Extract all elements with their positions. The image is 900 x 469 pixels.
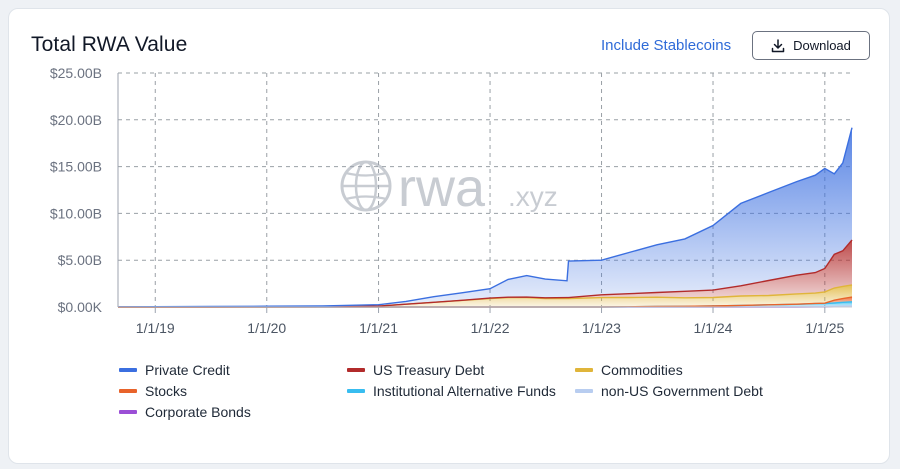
legend-swatch <box>575 368 593 372</box>
x-tick-label: 1/1/23 <box>582 320 621 336</box>
legend-label: Institutional Alternative Funds <box>373 383 556 399</box>
globe-icon <box>340 160 392 212</box>
legend-item-institutional-alternative-funds[interactable]: Institutional Alternative Funds <box>347 383 556 399</box>
x-tick-label: 1/1/21 <box>359 320 398 336</box>
chart-title: Total RWA Value <box>31 33 188 56</box>
rwa-xyz-watermark: rwa .xyz <box>340 158 558 218</box>
line-us-treasury-debt <box>118 239 853 308</box>
x-tick-label: 1/1/22 <box>471 320 510 336</box>
download-button[interactable]: Download <box>752 31 870 60</box>
legend-label: Commodities <box>601 362 683 378</box>
legend-item-non-us-government-debt[interactable]: non-US Government Debt <box>575 383 763 399</box>
download-label: Download <box>793 38 851 53</box>
x-tick-label: 1/1/20 <box>247 320 286 336</box>
legend-label: non-US Government Debt <box>601 383 763 399</box>
legend-swatch <box>347 368 365 372</box>
area-private-credit <box>118 127 852 307</box>
legend-item-commodities[interactable]: Commodities <box>575 362 683 378</box>
x-tick-label: 1/1/24 <box>694 320 733 336</box>
legend-swatch <box>575 389 593 393</box>
y-tick-label: $25.00B <box>50 65 102 81</box>
legend-item-us-treasury-debt[interactable]: US Treasury Debt <box>347 362 484 378</box>
legend-swatch <box>119 410 137 414</box>
watermark-brand: rwa <box>398 158 486 218</box>
legend-label: Corporate Bonds <box>145 404 251 420</box>
area-commodities <box>118 284 852 307</box>
y-tick-label: $10.00B <box>50 205 102 221</box>
y-tick-label: $20.00B <box>50 112 102 128</box>
legend-label: US Treasury Debt <box>373 362 485 378</box>
watermark-suffix: .xyz <box>508 181 558 212</box>
x-tick-label: 1/1/25 <box>805 320 844 336</box>
axes: $0.00K $5.00B $10.00B $15.00B $20.00B $25.00B… <box>50 65 852 336</box>
legend-swatch <box>119 389 137 393</box>
legend-item-stocks[interactable]: Stocks <box>119 383 187 399</box>
legend-item-private-credit[interactable]: Private Credit <box>119 362 230 378</box>
line-private-credit <box>117 127 853 308</box>
legend-swatch <box>347 389 365 393</box>
x-tick-label: 1/1/19 <box>136 320 175 336</box>
legend-item-corporate-bonds[interactable]: Corporate Bonds <box>119 404 251 420</box>
legend-label: Stocks <box>145 383 188 399</box>
y-tick-label: $15.00B <box>50 159 102 175</box>
y-tick-label: $5.00B <box>58 252 102 268</box>
legend-label: Private Credit <box>145 362 230 378</box>
legend-swatch <box>119 368 137 372</box>
y-tick-label: $0.00K <box>58 299 103 315</box>
include-stablecoins-link[interactable]: Include Stablecoins <box>601 37 732 54</box>
download-icon <box>771 38 785 52</box>
